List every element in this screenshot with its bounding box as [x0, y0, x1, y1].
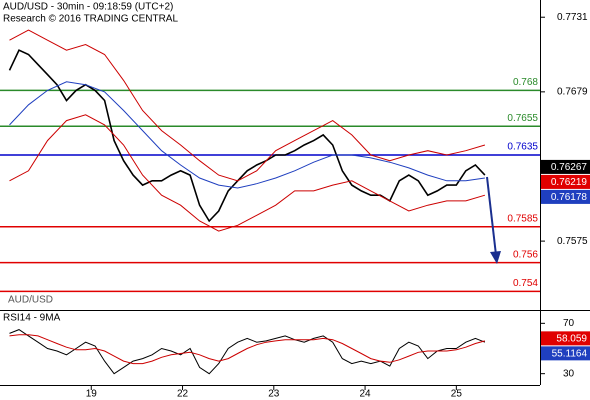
lower-band	[9, 114, 486, 232]
y-tick-label: 0.7575	[557, 236, 588, 247]
level-label: 0.7585	[507, 213, 538, 224]
x-tick-label: 22	[177, 389, 189, 400]
level-label: 0.7655	[507, 113, 538, 124]
rsi-y-tick-label: 70	[563, 318, 575, 329]
rsi-title: RSI14 - 9MA	[3, 313, 61, 324]
rsi-y-tick-label: 30	[563, 368, 575, 379]
price-marker-label: 0.76178	[551, 192, 588, 203]
forecast-arrow	[486, 176, 497, 256]
chart-subtitle: Research © 2016 TRADING CENTRAL	[3, 14, 178, 25]
label-layer: 19 22 23 24 25 0.7731 0.7679 0.7575 70 30 0.768 0.7…	[8, 12, 590, 400]
legend-label: AUD/USD	[8, 295, 53, 306]
price-marker	[541, 189, 590, 204]
moving-average	[9, 81, 485, 189]
x-tick-label: 24	[360, 389, 372, 400]
price-line	[8, 49, 486, 223]
level-label: 0.7635	[507, 142, 538, 153]
price-marker-label: 0.76267	[551, 162, 588, 173]
price-marker	[541, 331, 590, 346]
price-marker-label: 0.76219	[551, 177, 588, 188]
x-tick-label: 25	[451, 389, 463, 400]
rsi-line	[9, 329, 486, 375]
chart-title: AUD/USD - 30min - 09:18:59 (UTC+2)	[3, 2, 173, 13]
price-marker	[541, 346, 590, 361]
y-tick-label: 0.7731	[557, 12, 588, 23]
price-marker-label: 55.1164	[552, 348, 588, 359]
level-label: 0.768	[513, 77, 538, 88]
upper-band	[9, 29, 486, 182]
level-label: 0.754	[513, 278, 538, 289]
y-tick-label: 0.7679	[557, 86, 588, 97]
plot-layer	[8, 29, 486, 375]
price-marker	[541, 174, 590, 189]
x-tick-label: 19	[86, 389, 98, 400]
price-marker-label: 58.059	[556, 333, 587, 344]
rsi-ma-line	[9, 334, 486, 365]
forecast-arrow-head	[490, 251, 501, 264]
level-label: 0.756	[513, 249, 538, 260]
price-marker	[541, 159, 590, 174]
x-tick-label: 23	[268, 389, 280, 400]
grid-layer	[0, 16, 545, 390]
